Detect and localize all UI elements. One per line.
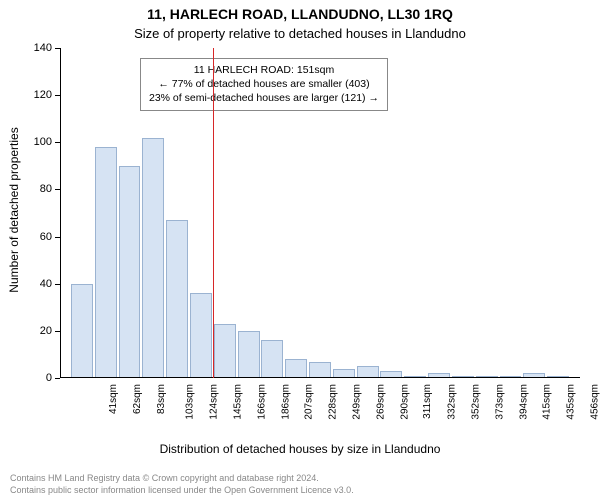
x-tick-label: 207sqm [304, 384, 315, 420]
x-tick-label: 373sqm [494, 384, 505, 420]
x-tick-label: 103sqm [185, 384, 196, 420]
y-axis-label: Number of detached properties [7, 127, 21, 292]
y-tick-mark [55, 378, 60, 379]
chart-title-main: 11, HARLECH ROAD, LLANDUDNO, LL30 1RQ [0, 6, 600, 22]
x-tick-label: 311sqm [422, 384, 433, 419]
x-tick-label: 352sqm [471, 384, 482, 420]
histogram-bar [71, 284, 93, 378]
histogram-bar [285, 359, 307, 378]
x-tick-label: 166sqm [256, 384, 267, 420]
x-tick-label: 290sqm [399, 384, 410, 420]
histogram-bar [309, 362, 331, 379]
callout-box: 11 HARLECH ROAD: 151sqm ← 77% of detache… [140, 58, 388, 111]
callout-line2: ← 77% of detached houses are smaller (40… [149, 77, 379, 91]
histogram-bar [238, 331, 260, 378]
x-tick-label: 415sqm [542, 384, 553, 420]
footer-attribution: Contains HM Land Registry data © Crown c… [10, 472, 600, 496]
x-tick-label: 456sqm [590, 384, 600, 420]
chart-stage: 11, HARLECH ROAD, LLANDUDNO, LL30 1RQ Si… [0, 0, 600, 500]
y-tick-label: 120 [34, 89, 52, 101]
x-tick-label: 228sqm [328, 384, 339, 420]
y-tick-label: 0 [46, 372, 52, 384]
histogram-bar [142, 138, 164, 378]
histogram-bar [95, 147, 117, 378]
x-axis-line [60, 377, 580, 378]
plot-inner: 11 HARLECH ROAD: 151sqm ← 77% of detache… [60, 48, 580, 378]
x-tick-label: 332sqm [447, 384, 458, 420]
histogram-bar [261, 340, 283, 378]
footer-line2: Contains public sector information licen… [10, 484, 600, 496]
x-tick-label: 41sqm [108, 384, 119, 414]
y-axis-line [60, 48, 61, 378]
x-tick-label: 145sqm [233, 384, 244, 420]
x-tick-label: 186sqm [280, 384, 291, 420]
x-tick-label: 83sqm [156, 384, 167, 414]
histogram-bar [119, 166, 141, 378]
reference-line [213, 48, 214, 378]
y-tick-label: 20 [40, 325, 52, 337]
y-tick-label: 40 [40, 278, 52, 290]
callout-line1: 11 HARLECH ROAD: 151sqm [149, 63, 379, 77]
x-tick-label: 269sqm [375, 384, 386, 420]
footer-line1: Contains HM Land Registry data © Crown c… [10, 472, 600, 484]
x-axis-label: Distribution of detached houses by size … [0, 442, 600, 456]
y-tick-label: 100 [34, 136, 52, 148]
histogram-bar [190, 293, 212, 378]
y-tick-label: 140 [34, 42, 52, 54]
x-tick-label: 435sqm [566, 384, 577, 420]
x-tick-label: 249sqm [352, 384, 363, 420]
histogram-bar [214, 324, 236, 378]
x-tick-label: 62sqm [132, 384, 143, 414]
x-tick-label: 124sqm [209, 384, 220, 420]
histogram-bar [166, 220, 188, 378]
y-tick-label: 60 [40, 231, 52, 243]
callout-line3: 23% of semi-detached houses are larger (… [149, 91, 379, 105]
plot-area: 11 HARLECH ROAD: 151sqm ← 77% of detache… [60, 48, 580, 378]
x-tick-label: 394sqm [518, 384, 529, 420]
chart-title-sub: Size of property relative to detached ho… [0, 26, 600, 41]
y-tick-label: 80 [40, 183, 52, 195]
